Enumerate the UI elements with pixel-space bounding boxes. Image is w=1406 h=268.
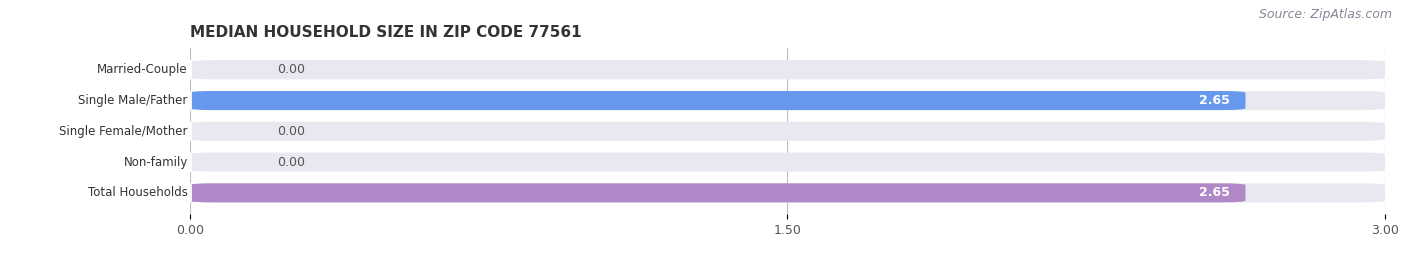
FancyBboxPatch shape — [190, 183, 1385, 202]
Text: Source: ZipAtlas.com: Source: ZipAtlas.com — [1258, 8, 1392, 21]
Text: 2.65: 2.65 — [1199, 94, 1229, 107]
Text: Married-Couple: Married-Couple — [97, 63, 188, 76]
FancyBboxPatch shape — [190, 183, 1246, 202]
Text: Total Households: Total Households — [89, 186, 188, 199]
Text: 0.00: 0.00 — [277, 63, 305, 76]
FancyBboxPatch shape — [190, 152, 1385, 172]
Text: 0.00: 0.00 — [277, 156, 305, 169]
FancyBboxPatch shape — [190, 91, 1246, 110]
FancyBboxPatch shape — [190, 122, 1385, 141]
Text: 0.00: 0.00 — [277, 125, 305, 138]
Text: Single Male/Father: Single Male/Father — [79, 94, 188, 107]
Text: Non-family: Non-family — [124, 156, 188, 169]
Text: Single Female/Mother: Single Female/Mother — [59, 125, 188, 138]
Text: MEDIAN HOUSEHOLD SIZE IN ZIP CODE 77561: MEDIAN HOUSEHOLD SIZE IN ZIP CODE 77561 — [190, 25, 582, 40]
Text: 2.65: 2.65 — [1199, 186, 1229, 199]
FancyBboxPatch shape — [190, 91, 1385, 110]
FancyBboxPatch shape — [190, 60, 1385, 79]
